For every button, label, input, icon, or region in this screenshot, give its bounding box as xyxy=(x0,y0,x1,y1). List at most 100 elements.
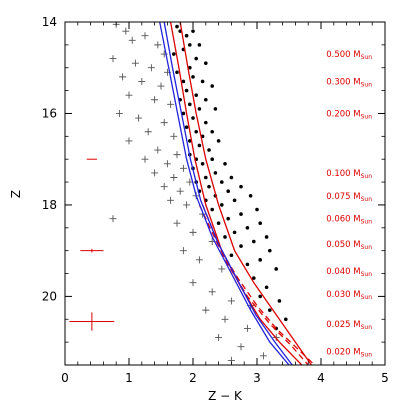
dot-point-45 xyxy=(207,184,211,189)
plus-point-13 xyxy=(125,91,133,99)
dot-point-63 xyxy=(223,235,227,239)
mass-label-5: 0.060 MSun xyxy=(326,215,372,226)
plus-point-15 xyxy=(167,100,175,108)
dot-point-50 xyxy=(248,193,253,198)
dot-point-59 xyxy=(216,221,221,226)
dot-point-66 xyxy=(268,248,272,253)
mass-labels: 0.500 MSun 0.300 MSun 0.200 MSun 0.100 MSun… xyxy=(326,50,372,358)
dot-point-48 xyxy=(226,189,230,194)
isochrone-line-1 xyxy=(179,22,312,365)
dot-point-75 xyxy=(268,308,272,312)
plus-point-28 xyxy=(170,173,178,181)
plot-frame xyxy=(64,21,386,366)
dot-point-25 xyxy=(204,120,208,125)
plus-point-38 xyxy=(189,228,197,236)
dot-point-27 xyxy=(194,129,198,134)
dot-point-18 xyxy=(204,97,208,102)
plus-point-36 xyxy=(109,215,117,223)
plus-point-16 xyxy=(115,109,123,117)
plus-point-37 xyxy=(173,219,181,227)
dot-point-17 xyxy=(194,93,198,97)
plus-point-18 xyxy=(160,119,168,127)
plus-point-27 xyxy=(151,169,159,177)
y-tick-label: 20 xyxy=(42,289,57,303)
mass-label-9: 0.025 MSun xyxy=(326,320,372,331)
y-tick-label: 16 xyxy=(42,106,57,120)
dot-point-3 xyxy=(191,29,195,33)
dot-point-62 xyxy=(264,235,269,239)
mass-label-10: 0.020 MSun xyxy=(326,347,372,358)
plus-point-49 xyxy=(215,334,223,342)
dot-point-71 xyxy=(252,276,256,280)
y-tick-label: 18 xyxy=(42,198,57,212)
mass-label-2: 0.200 MSun xyxy=(326,109,372,120)
plus-point-45 xyxy=(227,297,235,305)
dot-point-69 xyxy=(245,262,250,267)
plus-point-34 xyxy=(183,201,191,209)
plot-area xyxy=(109,22,316,365)
dot-point-72 xyxy=(264,285,269,290)
dot-point-73 xyxy=(258,294,263,299)
y-axis-label: Z xyxy=(9,190,23,198)
dot-point-20 xyxy=(188,102,192,107)
error-bar-2 xyxy=(69,312,115,331)
x-tick-label: 1 xyxy=(125,371,133,385)
x-tick-label: 2 xyxy=(189,371,197,385)
plus-point-8 xyxy=(147,64,155,72)
dot-point-24 xyxy=(191,116,195,120)
dot-point-30 xyxy=(188,139,192,143)
dot-point-46 xyxy=(239,184,243,189)
plus-point-12 xyxy=(157,82,165,90)
error-bars xyxy=(69,158,115,331)
dot-point-61 xyxy=(232,230,237,235)
isochrone-line-4 xyxy=(159,22,290,365)
mass-label-3: 0.100 MSun xyxy=(326,169,372,180)
plus-point-31 xyxy=(176,187,184,195)
plus-point-11 xyxy=(138,77,146,85)
plus-point-21 xyxy=(125,137,133,145)
dot-point-40 xyxy=(213,171,218,175)
mass-label-0: 0.500 MSun xyxy=(326,50,372,61)
dot-point-57 xyxy=(226,216,230,221)
dot-point-36 xyxy=(210,157,214,161)
plus-point-33 xyxy=(167,196,175,204)
plus-point-42 xyxy=(218,265,226,273)
isochrone-line-3 xyxy=(201,204,309,365)
dot-point-41 xyxy=(204,175,208,180)
dot-point-54 xyxy=(255,207,259,212)
x-axis: 0 1 2 3 4 5 xyxy=(61,22,389,385)
plus-point-23 xyxy=(173,151,181,159)
x-axis-label: Z − K xyxy=(208,389,243,403)
y-axis: 14 16 18 20 xyxy=(42,15,385,343)
plus-point-1 xyxy=(122,27,130,35)
dot-point-60 xyxy=(245,226,250,230)
plus-point-43 xyxy=(189,279,197,287)
plus-point-17 xyxy=(135,114,143,122)
plus-point-25 xyxy=(163,160,171,168)
plus-point-30 xyxy=(160,183,168,191)
y-tick-label: 14 xyxy=(42,15,57,29)
dot-point-76 xyxy=(284,317,288,322)
plus-point-24 xyxy=(141,155,149,163)
dot-point-22 xyxy=(213,107,218,111)
dot-point-14 xyxy=(181,79,186,84)
plus-point-10 xyxy=(119,73,127,81)
dot-point-44 xyxy=(220,180,224,184)
dot-point-21 xyxy=(197,107,202,111)
plus-point-4 xyxy=(154,41,162,49)
plus-point-47 xyxy=(221,315,229,323)
dot-point-58 xyxy=(258,221,263,226)
isochrone-line-0 xyxy=(169,22,303,365)
dot-point-12 xyxy=(191,75,195,79)
mass-label-8: 0.030 MSun xyxy=(326,290,372,301)
mass-label-1: 0.300 MSun xyxy=(326,77,372,88)
dot-point-4 xyxy=(188,43,192,47)
plus-point-44 xyxy=(208,288,216,296)
dot-point-0 xyxy=(175,24,179,29)
isochrone-line-5 xyxy=(163,22,293,365)
plus-point-7 xyxy=(131,59,139,67)
dot-point-7 xyxy=(172,52,176,56)
dot-point-2 xyxy=(184,33,189,38)
x-tick-label: 4 xyxy=(317,371,325,385)
